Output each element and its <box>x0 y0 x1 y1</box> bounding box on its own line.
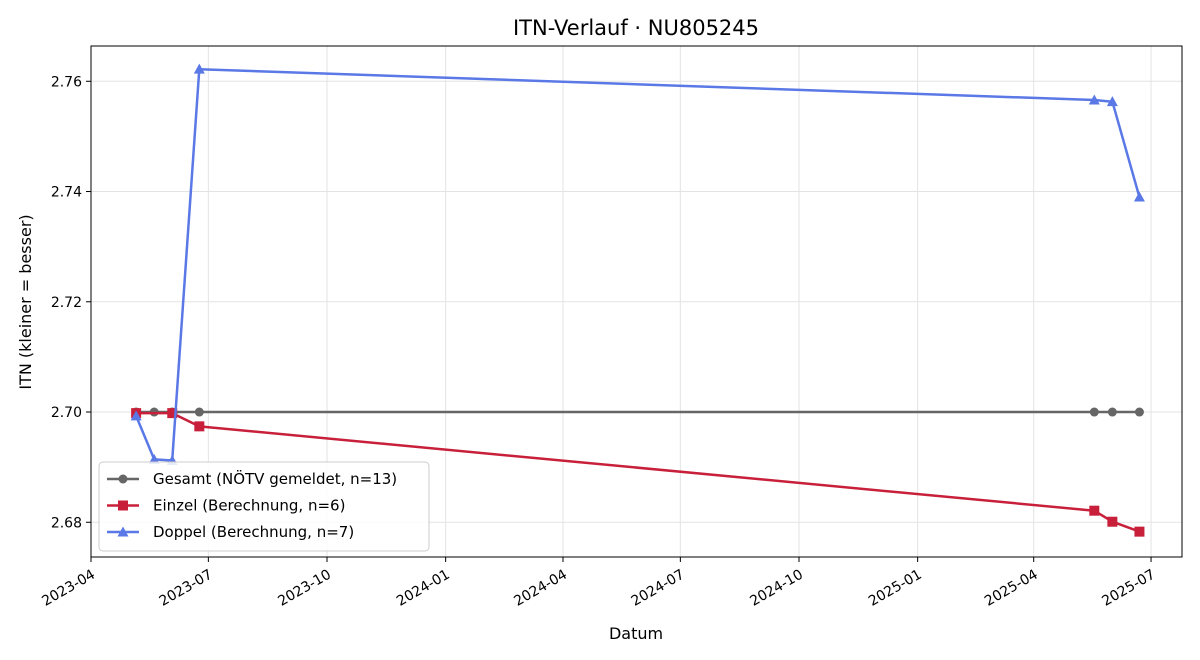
data-point <box>1107 407 1117 417</box>
data-point <box>1107 516 1118 527</box>
data-point <box>194 407 204 417</box>
y-tick-label: 2.68 <box>51 515 82 531</box>
data-point <box>1089 505 1100 516</box>
x-tick-label: 2024-10 <box>747 567 806 610</box>
data-point <box>1134 407 1144 417</box>
x-tick-label: 2025-04 <box>982 567 1041 610</box>
data-point <box>130 410 142 421</box>
chart-title: ITN-Verlauf · NU805245 <box>513 16 759 40</box>
data-point <box>194 421 205 432</box>
data-point <box>1106 96 1118 107</box>
legend-box <box>98 461 430 552</box>
legend-label: Einzel (Berechnung, n=6) <box>153 497 345 515</box>
data-point <box>148 453 160 464</box>
x-tick-label: 2023-04 <box>39 567 98 610</box>
plot-series <box>130 63 1145 537</box>
x-tick-label: 2024-07 <box>629 567 688 610</box>
legend-marker <box>118 474 128 484</box>
data-point <box>1089 407 1099 417</box>
x-tick-label: 2024-01 <box>394 567 453 610</box>
series-line <box>134 67 1141 462</box>
x-axis-label: Datum <box>609 624 663 643</box>
x-tick-label: 2025-01 <box>866 567 925 610</box>
data-point <box>167 408 178 419</box>
x-tick-label: 2023-07 <box>157 567 216 610</box>
legend-label: Doppel (Berechnung, n=7) <box>153 523 354 541</box>
x-tick-label: 2024-04 <box>511 567 570 610</box>
x-tick-label: 2025-07 <box>1099 567 1158 610</box>
y-tick-label: 2.74 <box>51 185 82 201</box>
x-tick-label: 2023-10 <box>275 567 334 610</box>
legend-label: Gesamt (NÖTV gemeldet, n=13) <box>153 469 397 488</box>
legend: Gesamt (NÖTV gemeldet, n=13) Einzel (Bere… <box>98 461 430 552</box>
data-point <box>1088 94 1100 105</box>
series-1 <box>131 407 1144 417</box>
y-tick-label: 2.70 <box>51 405 82 421</box>
y-axis-label: ITN (kleiner = besser) <box>16 214 35 389</box>
series-3 <box>130 63 1145 466</box>
legend-marker <box>117 526 129 537</box>
y-tick-label: 2.72 <box>51 295 82 311</box>
y-tick-label: 2.76 <box>51 74 82 90</box>
data-point <box>1133 191 1145 202</box>
legend-marker <box>118 500 128 511</box>
data-point <box>1134 526 1145 537</box>
data-point <box>193 63 205 74</box>
